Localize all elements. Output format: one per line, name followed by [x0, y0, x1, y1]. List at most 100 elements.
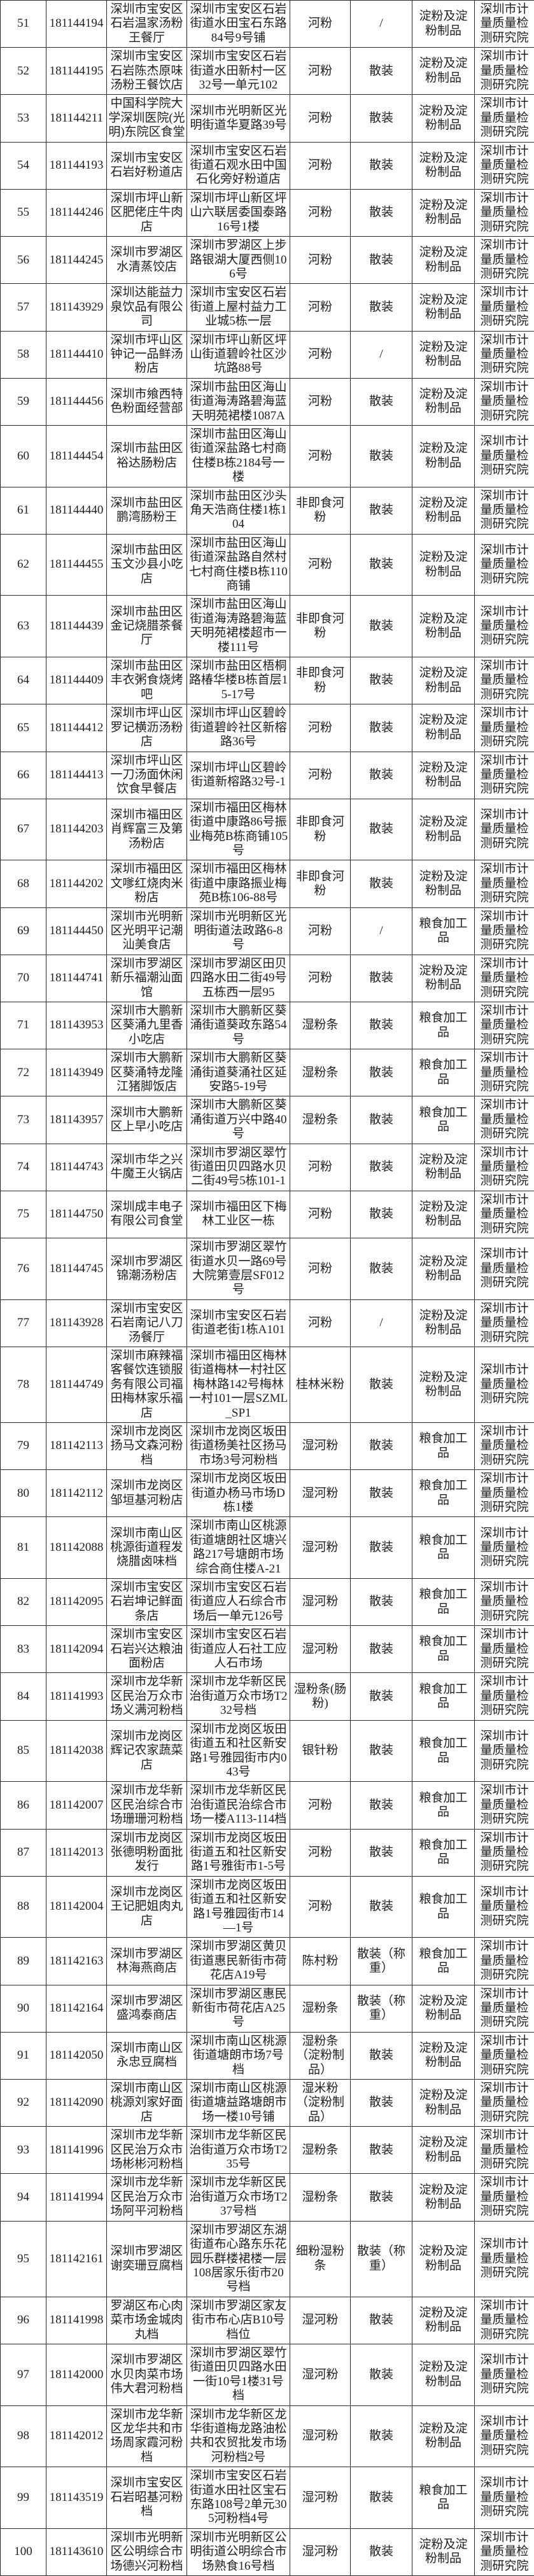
- sample-id-cell: 181144203: [46, 799, 107, 860]
- unit-address-cell: 深圳市大鹏新区葵涌街道万兴中路40号: [187, 1096, 290, 1144]
- packaging-spec-cell: 散装: [351, 1876, 412, 1938]
- packaging-spec-cell: 散装（称重）: [351, 2221, 412, 2297]
- sample-id-cell: 181143949: [46, 1049, 107, 1096]
- unit-name-cell: 深圳成丰电子有限公司食堂: [107, 1191, 187, 1238]
- sample-id-cell: 181141994: [46, 2174, 107, 2221]
- sample-name-cell: 陈村粉: [290, 1938, 351, 1985]
- unit-name-cell: 深圳市宝安区石岩南记八刀汤餐厅: [107, 1299, 187, 1347]
- sample-id-cell: 181144741: [46, 955, 107, 1002]
- sample-name-cell: 湿河粉: [290, 1517, 351, 1579]
- table-row: 98 181142012 深圳市龙华新区龙华共和市场周家霞河粉档 深圳市龙华新区…: [1, 2405, 534, 2467]
- food-category-cell: 淀粉及淀粉制品: [412, 331, 475, 378]
- unit-address-cell: 深圳市福田区下梅林工业区一栋: [187, 1191, 290, 1238]
- unit-address-cell: 深圳市罗湖区翠竹街道田贝四路水田一街10号1楼31号档: [187, 2344, 290, 2405]
- table-row: 63 181144439 深圳市盐田区金记烧腊茶餐厅 深圳市盐田区海山街道海涛路…: [1, 596, 534, 657]
- unit-address-cell: 深圳市南山区桃源街道塘朗市场7号档: [187, 2032, 290, 2079]
- unit-address-cell: 深圳市罗湖区上步路银湖大厦西侧106号: [187, 237, 290, 284]
- unit-address-cell: 深圳市大鹏新区葵涌街道葵涌社区延安路5-19号: [187, 1049, 290, 1096]
- unit-address-cell: 深圳市龙岗区坂田街道五和社区新安路1号雅街市1-5号: [187, 1829, 290, 1876]
- sample-id-cell: 181144211: [46, 95, 107, 142]
- sample-id-cell: 181142038: [46, 1720, 107, 1782]
- sample-id-cell: 181141998: [46, 2297, 107, 2344]
- sample-name-cell: 河粉: [290, 378, 351, 425]
- table-row: 87 181142013 深圳市龙岗区张德明粉面批发行 深圳市龙岗区坂田街道五和…: [1, 1829, 534, 1876]
- test-agency-cell: 深圳市计量质量检测研究院: [475, 1517, 534, 1579]
- sample-name-cell: 河粉: [290, 237, 351, 284]
- row-number-cell: 95: [1, 2221, 46, 2297]
- table-row: 92 181142090 深圳市南山区桃源刘家好面店 深圳市南山区桃源街道塘益路…: [1, 2080, 534, 2127]
- packaging-spec-cell: 散装: [351, 2080, 412, 2127]
- test-agency-cell: 深圳市计量质量检测研究院: [475, 596, 534, 657]
- unit-name-cell: 深圳市大鹏新区葵涌九里香小吃店: [107, 1002, 187, 1049]
- unit-address-cell: 深圳市龙华新区民治街道民治综合市场一楼A113-114档: [187, 1782, 290, 1829]
- row-number-cell: 93: [1, 2127, 46, 2174]
- table-row: 71 181143953 深圳市大鹏新区葵涌九里香小吃店 深圳市大鹏新区葵涌街道…: [1, 1002, 534, 1049]
- unit-address-cell: 深圳市盐田区沙头角天浩商住楼1栋104: [187, 487, 290, 534]
- test-agency-cell: 深圳市计量质量检测研究院: [475, 95, 534, 142]
- unit-name-cell: 深圳市龙岗区扬马文森河粉档: [107, 1422, 187, 1469]
- unit-address-cell: 深圳市坪山区碧岭街道碧岭社区新榕路36号: [187, 704, 290, 752]
- row-number-cell: 96: [1, 2297, 46, 2344]
- food-category-cell: 粮食加工品: [412, 1782, 475, 1829]
- table-row: 75 181144750 深圳成丰电子有限公司食堂 深圳市福田区下梅林工业区一栋…: [1, 1191, 534, 1238]
- unit-address-cell: 深圳市盐田区海山街道海涛路碧海蓝天明苑裙楼1087A: [187, 378, 290, 425]
- unit-address-cell: 深圳市罗湖区田贝四路水田二街49号五栋西一层95: [187, 955, 290, 1002]
- sample-name-cell: 河粉: [290, 704, 351, 752]
- row-number-cell: 74: [1, 1144, 46, 1191]
- food-category-cell: 淀粉及淀粉制品: [412, 1191, 475, 1238]
- packaging-spec-cell: 散装: [351, 2297, 412, 2344]
- packaging-spec-cell: 散装: [351, 1829, 412, 1876]
- food-category-cell: 淀粉及淀粉制品: [412, 142, 475, 189]
- row-number-cell: 86: [1, 1782, 46, 1829]
- sample-id-cell: 181142007: [46, 1782, 107, 1829]
- table-row: 77 181143928 深圳市宝安区石岩南记八刀汤餐厅 深圳市宝安区石岩街道老…: [1, 1299, 534, 1347]
- row-number-cell: 57: [1, 284, 46, 331]
- unit-name-cell: 深圳市福田区肖辉富三及第汤粉店: [107, 799, 187, 860]
- food-category-cell: 粮食加工品: [412, 1096, 475, 1144]
- test-agency-cell: 深圳市计量质量检测研究院: [475, 2297, 534, 2344]
- packaging-spec-cell: 散装: [351, 799, 412, 860]
- sample-id-cell: 181144245: [46, 237, 107, 284]
- unit-name-cell: 深圳市龙岗区张德明粉面批发行: [107, 1829, 187, 1876]
- sample-id-cell: 181142012: [46, 2405, 107, 2467]
- sample-name-cell: 湿粉条: [290, 2127, 351, 2174]
- unit-name-cell: 深圳市坪山区一刀汤面休闲饮食早餐店: [107, 752, 187, 799]
- unit-name-cell: 深圳市龙华新区民治万众市场阿平河粉档: [107, 2174, 187, 2221]
- food-category-cell: 淀粉及淀粉制品: [412, 704, 475, 752]
- sample-name-cell: 河粉: [290, 1238, 351, 1300]
- food-category-cell: 淀粉及淀粉制品: [412, 534, 475, 596]
- unit-name-cell: 深圳市坪山新区肥佬庄牛肉店: [107, 189, 187, 236]
- test-agency-cell: 深圳市计量质量检测研究院: [475, 2127, 534, 2174]
- sample-name-cell: 湿粉条（淀粉制品）: [290, 2032, 351, 2079]
- unit-name-cell: 深圳市光明新区光明平记潮汕美食店: [107, 907, 187, 955]
- food-category-cell: 粮食加工品: [412, 1876, 475, 1938]
- table-row: 78 181144749 深圳市麻辣福客餐饮连锁服务有限公司福田梅林家乐福店 深…: [1, 1347, 534, 1422]
- sample-name-cell: 湿河粉: [290, 2344, 351, 2405]
- sample-name-cell: 河粉: [290, 1, 351, 48]
- sample-id-cell: 181142095: [46, 1579, 107, 1626]
- sample-name-cell: 河粉: [290, 752, 351, 799]
- row-number-cell: 56: [1, 237, 46, 284]
- test-agency-cell: 深圳市计量质量检测研究院: [475, 799, 534, 860]
- sample-id-cell: 181144745: [46, 1238, 107, 1300]
- test-agency-cell: 深圳市计量质量检测研究院: [475, 1049, 534, 1096]
- sample-name-cell: 湿粉条: [290, 1096, 351, 1144]
- test-agency-cell: 深圳市计量质量检测研究院: [475, 142, 534, 189]
- table-row: 62 181144455 深圳市盐田区玉文沙县小吃店 深圳市盐田区海山街道深盐路…: [1, 534, 534, 596]
- sample-name-cell: 湿河粉: [290, 1470, 351, 1517]
- table-row: 64 181144409 深圳市盐田区丰衣粥食烧烤吧 深圳市盐田区梧桐路椿华楼B…: [1, 657, 534, 704]
- test-agency-cell: 深圳市计量质量检测研究院: [475, 1144, 534, 1191]
- test-agency-cell: 深圳市计量质量检测研究院: [475, 1470, 534, 1517]
- food-category-cell: 粮食加工品: [412, 907, 475, 955]
- unit-name-cell: 深圳市宝安区石岩兴达粮油面粉店: [107, 1626, 187, 1673]
- unit-name-cell: 深圳市龙华新区民治万众市场义满河粉档: [107, 1673, 187, 1720]
- row-number-cell: 65: [1, 704, 46, 752]
- sample-name-cell: 河粉: [290, 907, 351, 955]
- test-agency-cell: 深圳市计量质量检测研究院: [475, 378, 534, 425]
- sample-name-cell: 湿河粉: [290, 2528, 351, 2575]
- row-number-cell: 76: [1, 1238, 46, 1300]
- sample-name-cell: 湿粉条: [290, 2174, 351, 2221]
- unit-name-cell: 深圳市麻辣福客餐饮连锁服务有限公司福田梅林家乐福店: [107, 1347, 187, 1422]
- row-number-cell: 89: [1, 1938, 46, 1985]
- row-number-cell: 90: [1, 1985, 46, 2032]
